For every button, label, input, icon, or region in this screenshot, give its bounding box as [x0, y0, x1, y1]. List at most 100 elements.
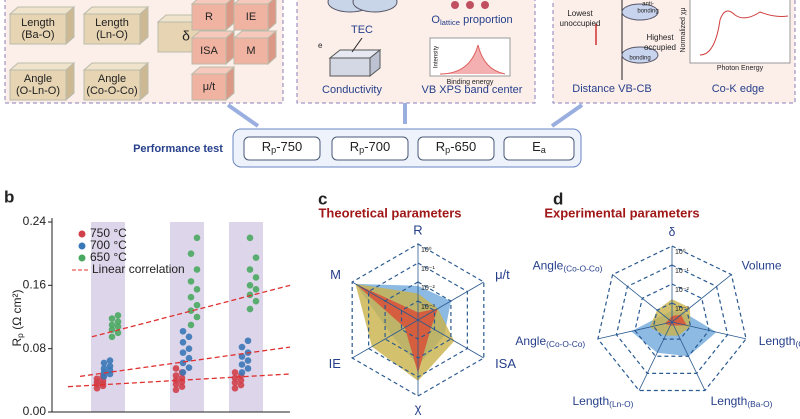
data-point: [185, 333, 193, 341]
legend-marker: [78, 254, 86, 262]
data-point: [108, 326, 116, 333]
orbital: [621, 3, 659, 21]
data-point: [246, 305, 254, 313]
data-point: [238, 353, 246, 360]
param-label: μ/t: [203, 81, 215, 93]
data-point: [106, 357, 114, 364]
item-label: TEC: [351, 24, 373, 36]
data-point: [238, 369, 246, 376]
item-label-main: O: [431, 14, 440, 26]
data-point: [238, 343, 246, 351]
atom: [466, 1, 474, 9]
data-point: [246, 282, 254, 289]
r-tick-label: 10⁻¹: [675, 268, 689, 275]
band-label: Lowest: [567, 9, 593, 18]
data-point: [237, 377, 245, 384]
performance-item-label: Ea: [532, 139, 547, 155]
data-point: [187, 307, 195, 314]
performance-item-label-rest: -750: [276, 139, 302, 154]
band-label: Highest: [646, 33, 674, 42]
cube: [83, 13, 141, 45]
y-axis-label: Rp (Ω cm²): [10, 290, 25, 347]
y-tick-label: 0.16: [23, 278, 47, 292]
item-label: Conductivity: [322, 84, 382, 96]
data-point: [193, 234, 201, 242]
grid-ring: [615, 264, 729, 374]
param-label: (Ln-O): [96, 29, 128, 41]
axis-label: Volume: [742, 259, 782, 273]
r-tick-label: 10⁻³: [421, 304, 435, 311]
data-point: [172, 386, 180, 394]
trend-line: [79, 346, 291, 378]
axis-label-sub: (Ba-O): [747, 399, 772, 409]
conductivity-cube: [329, 57, 371, 77]
cube-top: [8, 6, 76, 15]
param-label: (O-Ln-O): [16, 85, 60, 97]
data-point: [179, 369, 187, 376]
axis-label-main: Angle: [515, 334, 546, 348]
data-point: [238, 361, 246, 368]
band-label: bonding: [629, 56, 650, 62]
data-point: [179, 359, 187, 367]
item-label: Distance VB-CB: [572, 83, 651, 95]
data-point: [244, 365, 252, 372]
r-tick-label: 10⁻²: [675, 287, 689, 294]
param-label: Angle: [24, 73, 52, 85]
r-tick-label: 10⁻²: [421, 285, 435, 292]
radar-area: [664, 314, 687, 326]
axis-label-sub: (Co-O-Co): [563, 264, 602, 274]
legend-label: 650 °C: [90, 250, 127, 264]
param-label: M: [246, 45, 255, 57]
spoke: [671, 321, 747, 340]
axis-label-main: δ: [669, 225, 676, 239]
param-label: δ: [182, 28, 190, 44]
atom: [481, 1, 489, 9]
axis-label-main: Angle: [533, 259, 564, 273]
grid-ring: [634, 283, 710, 357]
r-tick-label: 10⁰: [675, 248, 686, 256]
legend-label: Linear correlation: [92, 262, 185, 276]
performance-item-label: Rp-650: [436, 139, 476, 155]
param-label: IE: [246, 11, 256, 23]
data-point: [237, 381, 245, 389]
param-label: ISA: [200, 45, 218, 57]
y-tick-label: 0.08: [23, 341, 47, 355]
tec-icon: [352, 0, 398, 13]
param-label: (Co-O-Co): [86, 85, 137, 97]
axis-label: δ: [669, 225, 676, 239]
chart-title: Theoretical parameters: [318, 205, 461, 220]
data-point: [246, 234, 254, 242]
spoke: [351, 319, 419, 359]
axis-label: Angle(Co-O-Co): [515, 334, 585, 349]
data-point: [246, 266, 254, 273]
data-point: [187, 293, 195, 301]
data-point: [231, 384, 239, 392]
trend-line: [91, 284, 291, 338]
r-tick-label: 10⁻³: [675, 306, 689, 313]
axis-label: Length(Co-O): [759, 334, 800, 349]
legend-marker: [78, 242, 86, 250]
trend-line: [67, 373, 291, 388]
performance-item-label: Rp-700: [350, 139, 390, 155]
data-point: [100, 359, 108, 367]
radar-area: [355, 283, 438, 374]
performance-item-label: Rp-750: [262, 139, 302, 155]
axis-label: Normalized χμ: [680, 7, 687, 52]
data-point: [93, 375, 101, 383]
axis-label: R: [413, 222, 422, 237]
spoke: [612, 274, 673, 323]
data-point: [193, 313, 201, 321]
data-point: [252, 254, 260, 261]
axis-label-main: Length: [711, 394, 748, 408]
cube: [233, 37, 269, 65]
performance-item-label-rest: -650: [450, 139, 476, 154]
data-point: [114, 329, 122, 337]
radar-area: [355, 283, 455, 381]
data-point: [114, 312, 122, 319]
cube-side: [225, 65, 235, 102]
data-point: [187, 321, 195, 329]
axis-label: Photon Energy: [717, 65, 764, 72]
axis-label: χ: [415, 400, 422, 415]
r-tick-label: 10⁻¹: [421, 266, 435, 273]
